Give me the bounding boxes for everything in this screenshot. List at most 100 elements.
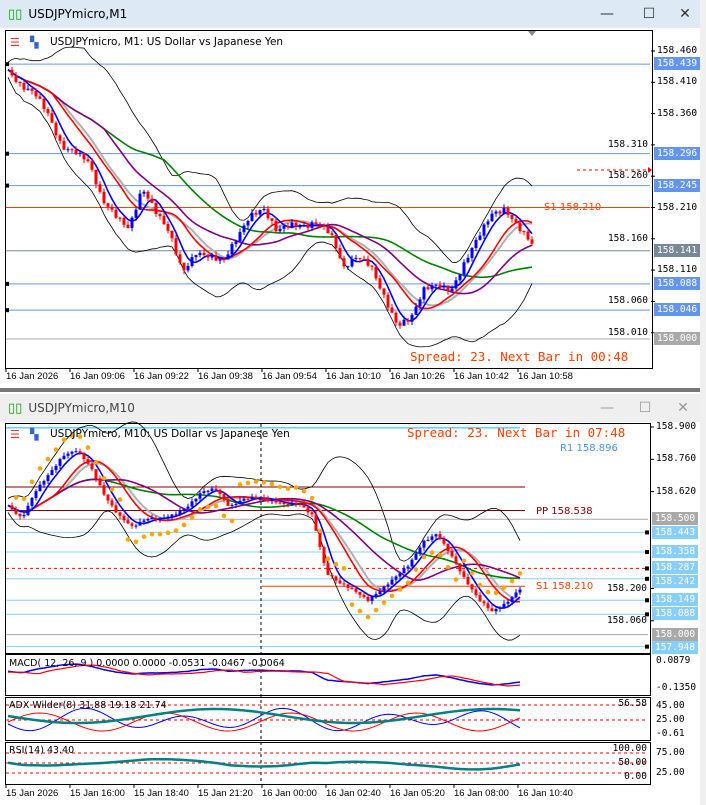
candle-body: [146, 519, 150, 521]
parabolic-sar-dot: [381, 600, 387, 605]
parabolic-sar-dot: [109, 486, 115, 492]
candle-body: [230, 504, 234, 506]
minimize-button[interactable]: —: [600, 400, 614, 416]
minimize-button[interactable]: —: [600, 6, 614, 22]
parabolic-sar-dot: [221, 513, 227, 519]
candle-body: [218, 259, 222, 261]
plot-area: [6, 424, 649, 652]
parabolic-sar-dot: [421, 554, 427, 560]
candle-body: [282, 225, 286, 229]
bottom-title-bar[interactable]: ▯▯ USDJPYmicro,M10 — ☐ ✕: [0, 394, 706, 422]
parabolic-sar-dot: [437, 552, 443, 558]
candle-body: [130, 523, 134, 526]
parabolic-sar-dot: [29, 479, 35, 485]
scrollbar[interactable]: [700, 0, 706, 805]
window-divider[interactable]: [0, 388, 706, 392]
rsi-axis-label: 100.00: [612, 743, 647, 754]
maximize-button[interactable]: ☐: [642, 6, 656, 22]
parabolic-sar-dot: [173, 528, 179, 533]
candle-body: [246, 498, 250, 500]
candle-body: [306, 507, 310, 513]
candle-body: [138, 521, 142, 526]
candle-body: [490, 608, 494, 612]
candle-body: [98, 184, 102, 192]
parabolic-sar-dot: [477, 582, 483, 588]
adx-axis-label: -0.61: [656, 728, 685, 739]
candle-body: [382, 586, 386, 592]
candle-body: [494, 609, 498, 612]
rsi-axis-label: 25.00: [656, 767, 685, 778]
rsi-pane[interactable]: [5, 742, 651, 785]
candle-body: [470, 584, 474, 590]
candle-body: [422, 287, 426, 300]
candle-body: [166, 516, 170, 518]
candle-body: [114, 505, 118, 513]
candle-body: [158, 214, 162, 216]
candle-body: [18, 81, 22, 84]
price-axis-label: 158.310: [607, 138, 648, 150]
candle-body: [178, 510, 182, 515]
candle-body: [154, 202, 158, 215]
candle-body: [390, 579, 394, 585]
candle-body: [466, 576, 470, 585]
top-chart-frame[interactable]: [5, 30, 653, 369]
candle-body: [86, 159, 90, 162]
candle-body: [46, 475, 50, 482]
parabolic-sar-dot: [357, 608, 363, 614]
candle-body: [266, 498, 270, 501]
candle-body: [434, 534, 438, 537]
candle-body: [242, 225, 246, 233]
candle-body: [394, 312, 398, 323]
candle-body: [174, 514, 178, 516]
candle-body: [202, 491, 206, 494]
candle-body: [106, 494, 110, 501]
candle-body: [114, 209, 118, 218]
price-label: 158.443: [652, 525, 699, 539]
time-axis-label: 16 Jan 10:58: [518, 371, 573, 382]
top-window-title: USDJPYmicro,M1: [28, 7, 128, 21]
macd-pane[interactable]: [5, 654, 651, 696]
price-axis-label: 158.760: [656, 453, 697, 465]
candle-body: [66, 149, 70, 151]
candle-body: [310, 512, 314, 515]
macd-signal-line: [8, 664, 521, 687]
top-price-chart[interactable]: [0, 0, 706, 388]
candle-body: [398, 573, 402, 577]
price-axis-label: 158.900: [656, 421, 697, 432]
candle-body: [146, 191, 150, 199]
price-axis-label: 158.260: [607, 170, 648, 182]
time-axis-label: 16 Jan 10:10: [326, 371, 381, 382]
shift-marker-icon: [528, 31, 536, 36]
candle-body: [110, 500, 114, 506]
parabolic-sar-dot: [237, 482, 243, 487]
adx-axis-label: 56.58: [618, 698, 647, 709]
level-marker: [5, 151, 9, 156]
parabolic-sar-dot: [157, 531, 163, 537]
candle-body: [338, 580, 342, 584]
bottom-chart-frame[interactable]: [5, 423, 651, 654]
top-chart-info: USDJPYmicro, M1: US Dollar vs Japanese Y…: [50, 36, 284, 48]
candle-body: [442, 285, 446, 288]
candle-body: [270, 218, 274, 221]
close-button[interactable]: ✕: [679, 6, 691, 22]
price-label: 158.287: [652, 561, 699, 575]
maximize-button[interactable]: ☐: [638, 400, 652, 416]
candle-body: [326, 226, 330, 234]
candle-body: [210, 488, 214, 491]
top-title-bar[interactable]: ▯▯ USDJPYmicro,M1 — ☐ ✕: [0, 0, 706, 28]
candle-body: [342, 583, 346, 585]
candle-body: [298, 226, 302, 228]
candle-body: [458, 274, 462, 281]
candle-body: [174, 238, 178, 255]
adx-pane[interactable]: [5, 697, 651, 741]
candle-body: [370, 596, 374, 601]
parabolic-sar-dot: [189, 515, 195, 520]
candle-body: [258, 210, 262, 215]
candle-body: [222, 494, 226, 500]
candle-body: [66, 453, 70, 456]
candle-body: [194, 255, 198, 258]
candle-body: [454, 556, 458, 564]
candle-body: [54, 465, 58, 471]
close-button[interactable]: ✕: [677, 400, 689, 416]
